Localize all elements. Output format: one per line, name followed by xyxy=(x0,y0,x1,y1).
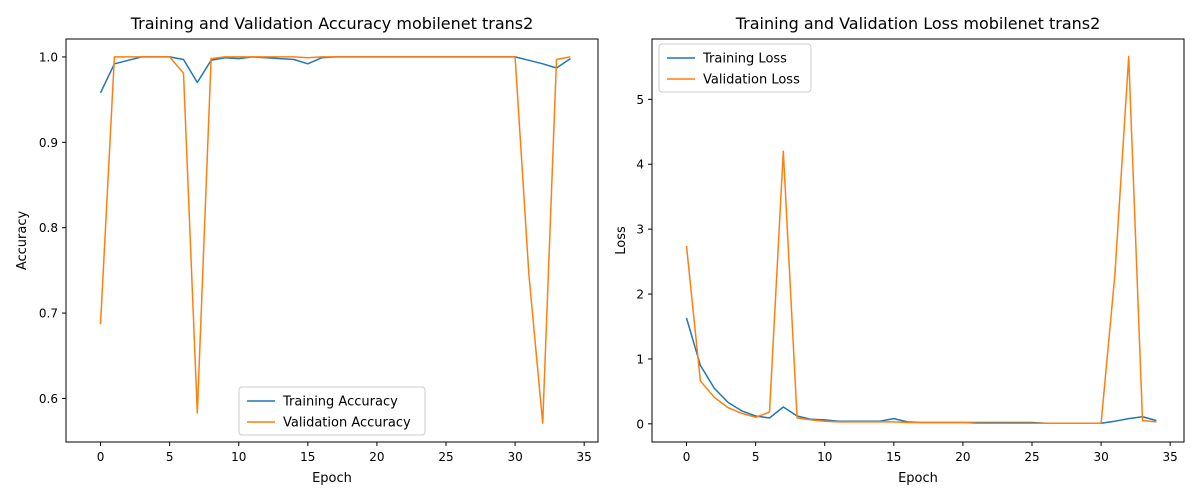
y-tick-label: 0.7 xyxy=(39,307,58,321)
series-line-training-loss xyxy=(685,317,1157,424)
y-tick-label: 1.0 xyxy=(39,50,58,64)
y-tick-label: 5 xyxy=(636,93,644,107)
x-tick-label: 10 xyxy=(817,450,832,464)
accuracy-chart: Training and Validation Accuracy mobilen… xyxy=(15,14,599,486)
x-tick-label: 15 xyxy=(886,450,901,464)
legend-label: Validation Accuracy xyxy=(283,416,411,431)
series-line-validation-accuracy xyxy=(99,56,571,424)
y-tick-label: 1 xyxy=(636,352,644,366)
x-tick-label: 0 xyxy=(97,450,105,464)
x-tick-label: 35 xyxy=(577,450,592,464)
x-tick-label: 25 xyxy=(1024,450,1039,464)
plot-frame xyxy=(651,38,1185,443)
y-tick-label: 0 xyxy=(636,417,644,431)
plot-frame xyxy=(65,38,599,443)
y-axis-label: Loss xyxy=(614,226,629,255)
loss-chart: Training and Validation Loss mobilenet t… xyxy=(614,14,1185,486)
legend-label: Training Accuracy xyxy=(282,395,398,410)
x-tick-label: 10 xyxy=(231,450,246,464)
legend-box xyxy=(238,386,426,436)
x-axis-label: Epoch xyxy=(312,471,352,486)
legend-label: Training Loss xyxy=(702,52,787,67)
x-tick-label: 5 xyxy=(752,450,760,464)
x-tick-label: 25 xyxy=(438,450,453,464)
x-tick-label: 0 xyxy=(683,450,691,464)
y-tick-label: 0.9 xyxy=(39,136,58,150)
x-tick-label: 5 xyxy=(166,450,174,464)
x-tick-label: 30 xyxy=(507,450,522,464)
y-axis-label: Accuracy xyxy=(15,211,30,271)
x-axis-label: Epoch xyxy=(898,471,938,486)
y-tick-label: 2 xyxy=(636,288,644,302)
legend-box xyxy=(658,43,812,93)
x-tick-label: 35 xyxy=(1163,450,1178,464)
x-tick-label: 30 xyxy=(1093,450,1108,464)
y-tick-label: 3 xyxy=(636,223,644,237)
series-line-training-accuracy xyxy=(99,56,571,94)
series-line-validation-loss xyxy=(685,55,1157,424)
y-tick-label: 0.6 xyxy=(39,392,58,406)
x-tick-label: 20 xyxy=(955,450,970,464)
y-tick-label: 4 xyxy=(636,158,644,172)
x-tick-label: 20 xyxy=(369,450,384,464)
y-tick-label: 0.8 xyxy=(39,221,58,235)
chart-title: Training and Validation Loss mobilenet t… xyxy=(735,14,1101,33)
legend-label: Validation Loss xyxy=(703,73,800,88)
chart-title: Training and Validation Accuracy mobilen… xyxy=(130,14,534,33)
x-tick-label: 15 xyxy=(300,450,315,464)
